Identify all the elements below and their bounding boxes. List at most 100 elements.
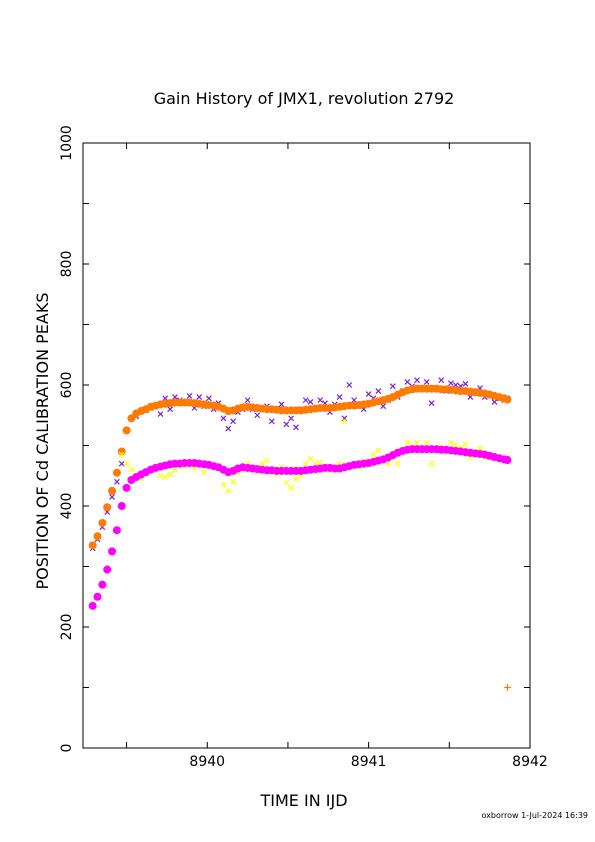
data-point [503, 395, 512, 404]
data-point [172, 466, 178, 473]
chart-title: Gain History of JMX1, revolution 2792 [154, 89, 455, 108]
data-point [103, 503, 112, 512]
data-point [103, 565, 112, 574]
data-point [122, 483, 131, 492]
data-point [283, 480, 290, 486]
data-point [462, 441, 469, 448]
data-point [112, 526, 121, 535]
data-point [123, 460, 130, 467]
y-tick-label: 0 [59, 744, 75, 753]
data-point [278, 401, 285, 408]
data-point [293, 475, 299, 482]
data-point [225, 487, 232, 494]
data-point [167, 406, 174, 413]
x-tick-label: 8941 [351, 754, 387, 770]
data-point [438, 377, 445, 384]
data-marks [88, 377, 512, 691]
data-point [404, 379, 411, 385]
data-point [404, 439, 411, 446]
series-3 [88, 445, 512, 610]
data-point [122, 426, 131, 435]
data-point [117, 502, 126, 510]
data-point [244, 397, 251, 404]
data-point [230, 418, 237, 425]
data-point [186, 392, 193, 399]
data-point [341, 418, 348, 425]
data-point [98, 518, 107, 527]
data-point [220, 481, 227, 488]
data-point [108, 486, 117, 495]
data-point [118, 451, 125, 458]
footer-stamp: oxborrow 1-Jul-2024 16:39 [481, 811, 588, 820]
data-point [477, 445, 483, 452]
data-point [394, 460, 401, 467]
data-point [503, 456, 512, 465]
data-point [385, 460, 391, 467]
data-point [428, 460, 435, 467]
data-point [317, 397, 324, 404]
data-point [93, 532, 102, 541]
data-point [288, 484, 295, 491]
data-point [452, 442, 459, 449]
data-point [375, 388, 382, 394]
data-point [205, 395, 212, 402]
data-point [162, 474, 169, 480]
y-tick-label: 400 [59, 493, 75, 520]
data-point [414, 377, 420, 384]
axes: 0 200 400 600 800 1000 8940 8941 8942 [59, 125, 548, 770]
y-tick-label: 200 [59, 614, 75, 641]
data-point [423, 439, 430, 446]
data-point [157, 411, 164, 417]
data-point [172, 394, 178, 401]
data-point [462, 380, 469, 387]
data-point [491, 399, 498, 405]
data-point [113, 478, 120, 485]
data-point [351, 397, 358, 404]
data-point [230, 478, 237, 485]
data-point [307, 455, 314, 462]
data-point [196, 394, 203, 401]
data-point [191, 465, 198, 472]
data-point [108, 547, 117, 556]
data-point [414, 439, 420, 446]
data-point [109, 494, 115, 500]
data-point [307, 399, 314, 405]
data-point [128, 466, 135, 473]
data-point [380, 403, 387, 410]
data-point [370, 451, 377, 458]
data-point [268, 418, 275, 425]
data-point [88, 601, 97, 610]
data-point [117, 447, 126, 456]
data-point [302, 460, 309, 467]
data-point [225, 425, 232, 432]
data-point [88, 541, 97, 550]
data-point [467, 394, 474, 401]
data-point [283, 421, 290, 428]
data-point [293, 424, 299, 431]
data-point [127, 414, 136, 423]
data-point [220, 415, 227, 422]
data-point [428, 400, 435, 407]
data-point [162, 395, 169, 402]
data-point [264, 457, 270, 464]
data-point [423, 379, 430, 385]
x-axis-label: TIME IN IJD [259, 791, 347, 810]
data-point [112, 468, 121, 477]
data-point [452, 382, 459, 388]
data-point [365, 391, 372, 397]
data-point [118, 460, 125, 467]
x-tick-label: 8940 [189, 754, 225, 770]
data-point [448, 439, 454, 446]
y-tick-label: 800 [59, 251, 75, 278]
outlier-point [503, 684, 511, 691]
data-point [312, 460, 319, 467]
data-point [288, 415, 295, 422]
data-point [93, 592, 102, 601]
data-point [167, 471, 174, 478]
data-point [448, 380, 454, 387]
data-point [336, 394, 343, 401]
y-tick-label: 600 [59, 372, 75, 399]
x-tick-label: 8942 [512, 754, 548, 770]
y-axis-label: POSITION OF Cd CALIBRATION PEAKS [33, 293, 52, 590]
